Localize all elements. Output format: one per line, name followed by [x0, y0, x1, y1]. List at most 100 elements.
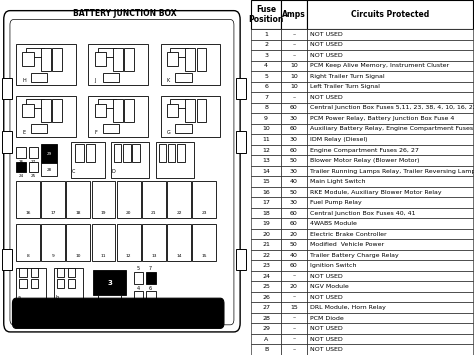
- Text: 60: 60: [290, 221, 298, 226]
- Text: 40: 40: [290, 253, 298, 258]
- Bar: [307, 313, 473, 323]
- Bar: [251, 82, 281, 92]
- Bar: [192, 224, 216, 261]
- Bar: [16, 44, 76, 85]
- Bar: [281, 166, 307, 176]
- Bar: [146, 291, 156, 302]
- Text: K: K: [167, 78, 170, 83]
- Text: 3: 3: [107, 280, 112, 286]
- Bar: [281, 134, 307, 145]
- Text: 12: 12: [262, 148, 270, 153]
- Bar: [251, 260, 281, 271]
- Text: Electric Brake Controller: Electric Brake Controller: [310, 231, 386, 236]
- Bar: [56, 301, 66, 311]
- Bar: [307, 82, 473, 92]
- Text: 9: 9: [52, 254, 55, 258]
- Bar: [251, 282, 281, 292]
- Text: 7: 7: [264, 95, 268, 100]
- Text: 8: 8: [264, 105, 268, 110]
- Text: 15: 15: [262, 179, 270, 184]
- Text: 26: 26: [262, 295, 270, 300]
- Bar: [197, 99, 206, 122]
- Text: 6: 6: [264, 84, 268, 89]
- Bar: [16, 224, 40, 261]
- Bar: [117, 181, 141, 218]
- Text: –: –: [292, 316, 295, 321]
- Text: Central Junction Box Fuses 40, 41: Central Junction Box Fuses 40, 41: [310, 211, 415, 215]
- Bar: [251, 229, 281, 239]
- Text: 2: 2: [108, 300, 111, 305]
- Text: 11: 11: [101, 254, 106, 258]
- FancyBboxPatch shape: [10, 20, 234, 325]
- Text: 4: 4: [264, 64, 268, 69]
- Bar: [197, 48, 206, 71]
- Text: 50: 50: [290, 242, 298, 247]
- Text: 17: 17: [262, 200, 270, 205]
- Bar: [251, 113, 281, 124]
- Text: 18: 18: [262, 211, 270, 215]
- Bar: [307, 0, 473, 29]
- Bar: [113, 48, 123, 71]
- Bar: [251, 187, 281, 197]
- Text: 23: 23: [201, 212, 207, 215]
- Text: 14: 14: [176, 254, 182, 258]
- Text: 5: 5: [137, 266, 140, 271]
- Text: 60: 60: [290, 148, 298, 153]
- Text: 22: 22: [176, 212, 182, 215]
- Text: –: –: [292, 295, 295, 300]
- Text: 60: 60: [290, 126, 298, 131]
- Bar: [41, 99, 51, 122]
- Text: 24: 24: [18, 174, 24, 178]
- Bar: [132, 144, 140, 162]
- Bar: [237, 248, 246, 270]
- Text: 4: 4: [137, 286, 140, 291]
- Text: 21: 21: [262, 242, 270, 247]
- Bar: [251, 50, 281, 61]
- Bar: [307, 155, 473, 166]
- Bar: [251, 250, 281, 260]
- Bar: [22, 104, 34, 117]
- Text: 2: 2: [264, 42, 268, 47]
- Bar: [88, 96, 148, 137]
- Bar: [251, 176, 281, 187]
- Text: 8: 8: [27, 254, 29, 258]
- Text: PCM Keep Alive Memory, Instrument Cluster: PCM Keep Alive Memory, Instrument Cluste…: [310, 64, 449, 69]
- Bar: [71, 142, 104, 178]
- Text: 23: 23: [262, 263, 270, 268]
- Text: 14: 14: [262, 169, 270, 174]
- Text: 10: 10: [290, 74, 298, 79]
- Text: Modified  Vehicle Power: Modified Vehicle Power: [310, 242, 384, 247]
- Text: NOT USED: NOT USED: [310, 53, 343, 58]
- Bar: [167, 181, 191, 218]
- Bar: [95, 104, 106, 117]
- Text: 29: 29: [46, 152, 52, 157]
- Bar: [281, 82, 307, 92]
- Bar: [251, 208, 281, 218]
- Bar: [171, 48, 188, 57]
- Bar: [146, 272, 156, 284]
- Text: Main Light Switch: Main Light Switch: [310, 179, 365, 184]
- Bar: [281, 302, 307, 313]
- Text: NGV Module: NGV Module: [310, 284, 349, 289]
- Text: 16: 16: [26, 212, 31, 215]
- Bar: [111, 142, 149, 178]
- Text: 60: 60: [290, 263, 298, 268]
- Text: RKE Module, Auxiliary Blower Motor Relay: RKE Module, Auxiliary Blower Motor Relay: [310, 190, 442, 195]
- Bar: [161, 44, 220, 85]
- Bar: [307, 29, 473, 40]
- Bar: [41, 181, 65, 218]
- Text: b: b: [55, 295, 58, 300]
- FancyBboxPatch shape: [4, 11, 240, 332]
- Text: 60: 60: [290, 105, 298, 110]
- Bar: [237, 131, 246, 153]
- Bar: [19, 268, 27, 277]
- Text: 20: 20: [262, 231, 270, 236]
- Bar: [2, 131, 12, 153]
- Bar: [307, 92, 473, 103]
- Bar: [251, 323, 281, 334]
- Bar: [91, 181, 116, 218]
- Bar: [28, 162, 38, 172]
- Text: 30: 30: [290, 200, 298, 205]
- Bar: [52, 99, 62, 122]
- Text: 27: 27: [262, 305, 270, 310]
